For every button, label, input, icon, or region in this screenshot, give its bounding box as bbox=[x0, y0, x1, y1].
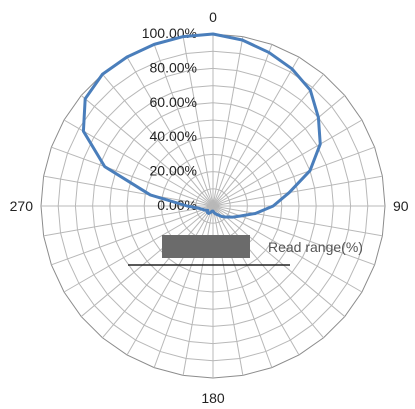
grid-spoke bbox=[182, 36, 214, 207]
angular-tick-label: 270 bbox=[10, 198, 34, 214]
angular-tick-labels: 0 90 180 270 bbox=[10, 9, 409, 406]
grid-spoke bbox=[126, 56, 214, 207]
grid-spoke bbox=[51, 146, 214, 207]
radial-tick-labels: 0.00%20.00%40.00%60.00%80.00%100.00% bbox=[142, 25, 197, 213]
grid-spoke bbox=[43, 175, 214, 207]
grid-spoke bbox=[212, 205, 363, 293]
grid-spoke bbox=[212, 44, 273, 207]
grid-spoke bbox=[126, 205, 214, 356]
angular-tick-label: 90 bbox=[393, 198, 409, 214]
grid-spoke bbox=[80, 95, 214, 207]
angular-tick-label: 180 bbox=[201, 390, 225, 406]
series-layer bbox=[81, 32, 322, 219]
angular-tick-label: 0 bbox=[209, 9, 217, 25]
grid-spoke bbox=[212, 95, 346, 207]
grid-spoke bbox=[212, 205, 273, 368]
grid-spoke bbox=[212, 205, 346, 317]
legend-label: Read range(%) bbox=[268, 239, 363, 255]
legend-swatch bbox=[162, 235, 250, 258]
grid-spoke bbox=[51, 205, 214, 266]
grid-spoke bbox=[212, 73, 324, 207]
grid-spoke bbox=[63, 119, 214, 207]
grid-spoke bbox=[212, 205, 383, 237]
radial-tick-label: 20.00% bbox=[150, 163, 197, 179]
grid-spoke bbox=[153, 205, 214, 368]
grid-spoke bbox=[212, 205, 244, 376]
grid-spoke bbox=[153, 44, 214, 207]
grid-spoke bbox=[212, 205, 300, 356]
grid-spoke bbox=[182, 205, 214, 376]
grid-spoke bbox=[212, 205, 324, 339]
legend: Read range(%) bbox=[128, 235, 363, 266]
grid-spoke bbox=[63, 205, 214, 293]
grid-spoke bbox=[102, 205, 214, 339]
grid-spoke bbox=[80, 205, 214, 317]
radial-tick-label: 60.00% bbox=[150, 94, 197, 110]
grid-spoke bbox=[212, 119, 363, 207]
grid-spoke bbox=[212, 36, 244, 207]
radial-tick-label: 80.00% bbox=[150, 59, 197, 75]
grid-spoke bbox=[212, 56, 300, 207]
grid-spoke bbox=[212, 146, 375, 207]
radial-tick-label: 100.00% bbox=[142, 25, 197, 41]
polar-grid bbox=[40, 33, 386, 379]
grid-spoke bbox=[212, 175, 383, 207]
grid-spoke bbox=[102, 73, 214, 207]
grid-spoke bbox=[43, 205, 214, 237]
radial-tick-label: 40.00% bbox=[150, 128, 197, 144]
